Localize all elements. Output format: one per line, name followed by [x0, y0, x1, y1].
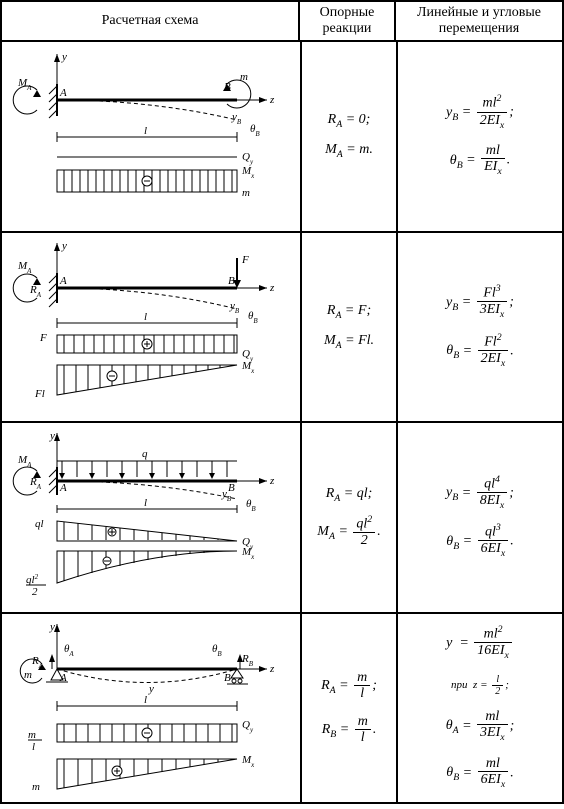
svg-text:Mx: Mx — [241, 165, 255, 180]
deflection-theta: θB = mlEIx. — [450, 143, 510, 178]
reaction-RB: RB = ml. — [322, 714, 377, 746]
svg-text:m: m — [32, 781, 40, 793]
header-col-2-label: Опорные реакции — [320, 5, 375, 37]
diagram-cantilever-force: y MA RA AB z F yB θB l — [2, 233, 300, 413]
reactions-cell: RA = ql; MA = ql22. — [302, 423, 398, 612]
reaction-R: RA = ql; — [326, 486, 373, 504]
svg-text:y: y — [61, 240, 67, 252]
svg-text:B: B — [228, 482, 235, 494]
svg-text:y: y — [61, 51, 67, 63]
reactions-cell: RA = 0; MA = m. — [302, 42, 398, 231]
diagram-simply-supported-moment: y RA θA θB RB m AB — [2, 614, 300, 809]
svg-text:m: m — [28, 729, 36, 741]
svg-text:A: A — [59, 482, 67, 494]
svg-text:A: A — [59, 672, 67, 684]
svg-text:y: y — [148, 683, 154, 695]
svg-text:θB: θB — [250, 123, 260, 138]
diagram-cell: y MA A B z m yB θB — [2, 42, 302, 231]
svg-text:RB: RB — [241, 653, 254, 668]
reactions-cell: RA = ml; RB = ml. — [302, 614, 398, 803]
diagram-cantilever-moment: y MA A B z m yB θB — [2, 42, 300, 222]
svg-text:m: m — [240, 71, 248, 83]
svg-text:ql2: ql2 — [26, 573, 39, 586]
svg-text:z: z — [269, 94, 275, 106]
deflection-theta: θB = ql36EIx. — [446, 523, 513, 560]
header-col-1: Расчетная схема — [2, 2, 300, 40]
svg-text:RA: RA — [29, 284, 42, 299]
svg-text:θA: θA — [64, 643, 74, 658]
svg-text:Qy: Qy — [242, 719, 254, 734]
deflections-cell: yB = ml22EIx; θB = mlEIx. — [398, 42, 562, 231]
svg-text:z: z — [269, 282, 275, 294]
deflections-cell: yB = Fl33EIx; θB = Fl22EIx. — [398, 233, 562, 422]
svg-text:z: z — [269, 475, 275, 487]
svg-text:ql: ql — [35, 518, 44, 530]
table-row: y MA RA AB z q yB θB — [2, 423, 562, 614]
header-col-1-label: Расчетная схема — [102, 13, 199, 29]
svg-text:F: F — [39, 332, 47, 344]
table-row: y MA RA AB z F yB θB l — [2, 233, 562, 424]
deflections-cell: y = ml216EIx при z = l2; θA = ml3EIx; θB… — [398, 614, 562, 803]
diagram-cell: y MA RA AB z F yB θB l — [2, 233, 302, 422]
table-row: y RA θA θB RB m AB — [2, 614, 562, 803]
svg-text:Mx: Mx — [241, 754, 255, 769]
deflection-thetaA: θA = ml3EIx; — [446, 709, 515, 744]
svg-text:l: l — [144, 311, 147, 323]
reactions-cell: RA = F; MA = Fl. — [302, 233, 398, 422]
svg-text:q: q — [142, 448, 148, 460]
reaction-M: MA = m. — [325, 142, 373, 160]
reaction-R: RA = F; — [327, 303, 371, 321]
svg-text:MA: MA — [17, 260, 32, 275]
reaction-M: MA = ql22. — [317, 515, 380, 548]
svg-text:y: y — [49, 430, 55, 442]
svg-text:F: F — [241, 254, 249, 266]
svg-text:2: 2 — [32, 586, 38, 598]
svg-text:yB: yB — [231, 111, 242, 126]
svg-text:A: A — [59, 87, 67, 99]
diagram-cell: y RA θA θB RB m AB — [2, 614, 302, 803]
svg-text:A: A — [59, 275, 67, 287]
table-header: Расчетная схема Опорные реакции Линейные… — [2, 2, 562, 42]
deflection-thetaB: θB = ml6EIx. — [446, 756, 513, 791]
svg-text:Qy: Qy — [242, 151, 254, 166]
svg-text:z: z — [269, 663, 275, 675]
deflection-y: yB = Fl33EIx; — [446, 284, 514, 321]
deflection-y: yB = ql48EIx; — [446, 475, 514, 512]
svg-text:m: m — [24, 669, 32, 681]
svg-text:θB: θB — [246, 498, 256, 513]
svg-text:MA: MA — [17, 77, 32, 92]
svg-text:l: l — [144, 125, 147, 137]
deflections-cell: yB = ql48EIx; θB = ql36EIx. — [398, 423, 562, 612]
deflection-y: y = ml216EIx — [446, 625, 514, 662]
header-col-2: Опорные реакции — [300, 2, 396, 40]
table-row: y MA A B z m yB θB — [2, 42, 562, 233]
header-col-3-label: Линейные и угловые перемещения — [417, 5, 541, 37]
svg-text:y: y — [49, 621, 55, 633]
diagram-cantilever-udl: y MA RA AB z q yB θB — [2, 423, 300, 603]
svg-text:θB: θB — [212, 643, 222, 658]
diagram-cell: y MA RA AB z q yB θB — [2, 423, 302, 612]
reaction-RA: RA = ml; — [321, 670, 377, 702]
svg-text:yB: yB — [229, 300, 240, 315]
svg-text:θB: θB — [248, 310, 258, 325]
reaction-R: RA = 0; — [328, 112, 371, 130]
deflection-y: yB = ml22EIx; — [446, 94, 514, 131]
deflection-note: при z = l2; — [451, 674, 509, 697]
svg-text:m: m — [242, 187, 250, 199]
reaction-M: MA = Fl. — [324, 333, 374, 351]
svg-text:l: l — [144, 497, 147, 509]
svg-text:Fl: Fl — [34, 388, 45, 400]
svg-text:l: l — [144, 694, 147, 706]
svg-text:RA: RA — [29, 476, 42, 491]
svg-text:B: B — [224, 672, 231, 684]
svg-text:l: l — [32, 741, 35, 753]
deflection-theta: θB = Fl22EIx. — [446, 333, 513, 370]
header-col-3: Линейные и угловые перемещения — [396, 2, 562, 40]
